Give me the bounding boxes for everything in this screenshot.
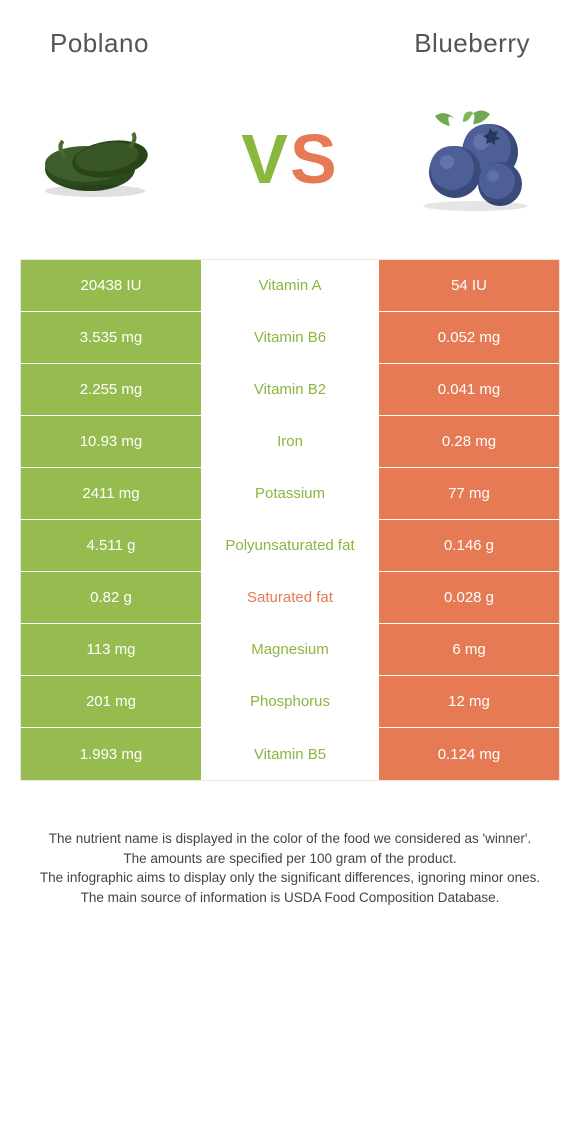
table-row: 10.93 mgIron0.28 mg	[21, 416, 559, 468]
comparison-table: 20438 IUVitamin A54 IU3.535 mgVitamin B6…	[20, 259, 560, 781]
left-value: 2411 mg	[21, 468, 201, 519]
nutrient-label: Phosphorus	[201, 676, 379, 727]
nutrient-label: Vitamin B5	[201, 728, 379, 780]
right-value: 0.146 g	[379, 520, 559, 571]
nutrient-label: Vitamin A	[201, 260, 379, 311]
footer-line-3: The infographic aims to display only the…	[24, 868, 556, 888]
blueberry-image	[390, 99, 550, 219]
table-row: 201 mgPhosphorus12 mg	[21, 676, 559, 728]
right-value: 12 mg	[379, 676, 559, 727]
right-value: 0.28 mg	[379, 416, 559, 467]
nutrient-label: Vitamin B2	[201, 364, 379, 415]
footer-line-4: The main source of information is USDA F…	[24, 888, 556, 908]
right-value: 0.041 mg	[379, 364, 559, 415]
left-food-title: Poblano	[50, 28, 149, 59]
vs-row: VS	[0, 69, 580, 259]
vs-s-letter: S	[290, 120, 339, 198]
vs-v-letter: V	[241, 120, 290, 198]
table-row: 113 mgMagnesium6 mg	[21, 624, 559, 676]
table-row: 1.993 mgVitamin B50.124 mg	[21, 728, 559, 780]
right-value: 77 mg	[379, 468, 559, 519]
left-value: 10.93 mg	[21, 416, 201, 467]
left-value: 20438 IU	[21, 260, 201, 311]
right-value: 54 IU	[379, 260, 559, 311]
left-value: 3.535 mg	[21, 312, 201, 363]
footer-line-2: The amounts are specified per 100 gram o…	[24, 849, 556, 869]
table-row: 2411 mgPotassium77 mg	[21, 468, 559, 520]
left-value: 201 mg	[21, 676, 201, 727]
right-value: 0.028 g	[379, 572, 559, 623]
left-value: 1.993 mg	[21, 728, 201, 780]
right-food-title: Blueberry	[414, 28, 530, 59]
left-value: 2.255 mg	[21, 364, 201, 415]
vs-label: VS	[241, 119, 338, 199]
right-value: 0.052 mg	[379, 312, 559, 363]
nutrient-label: Polyunsaturated fat	[201, 520, 379, 571]
left-value: 0.82 g	[21, 572, 201, 623]
nutrient-label: Iron	[201, 416, 379, 467]
nutrient-label: Potassium	[201, 468, 379, 519]
table-row: 4.511 gPolyunsaturated fat0.146 g	[21, 520, 559, 572]
left-value: 4.511 g	[21, 520, 201, 571]
nutrient-label: Vitamin B6	[201, 312, 379, 363]
table-row: 20438 IUVitamin A54 IU	[21, 260, 559, 312]
right-value: 6 mg	[379, 624, 559, 675]
left-value: 113 mg	[21, 624, 201, 675]
nutrient-label: Magnesium	[201, 624, 379, 675]
footer-notes: The nutrient name is displayed in the co…	[0, 781, 580, 907]
header: Poblano Blueberry	[0, 0, 580, 69]
nutrient-label: Saturated fat	[201, 572, 379, 623]
table-row: 3.535 mgVitamin B60.052 mg	[21, 312, 559, 364]
table-row: 0.82 gSaturated fat0.028 g	[21, 572, 559, 624]
right-value: 0.124 mg	[379, 728, 559, 780]
footer-line-1: The nutrient name is displayed in the co…	[24, 829, 556, 849]
poblano-image	[30, 99, 190, 219]
table-row: 2.255 mgVitamin B20.041 mg	[21, 364, 559, 416]
